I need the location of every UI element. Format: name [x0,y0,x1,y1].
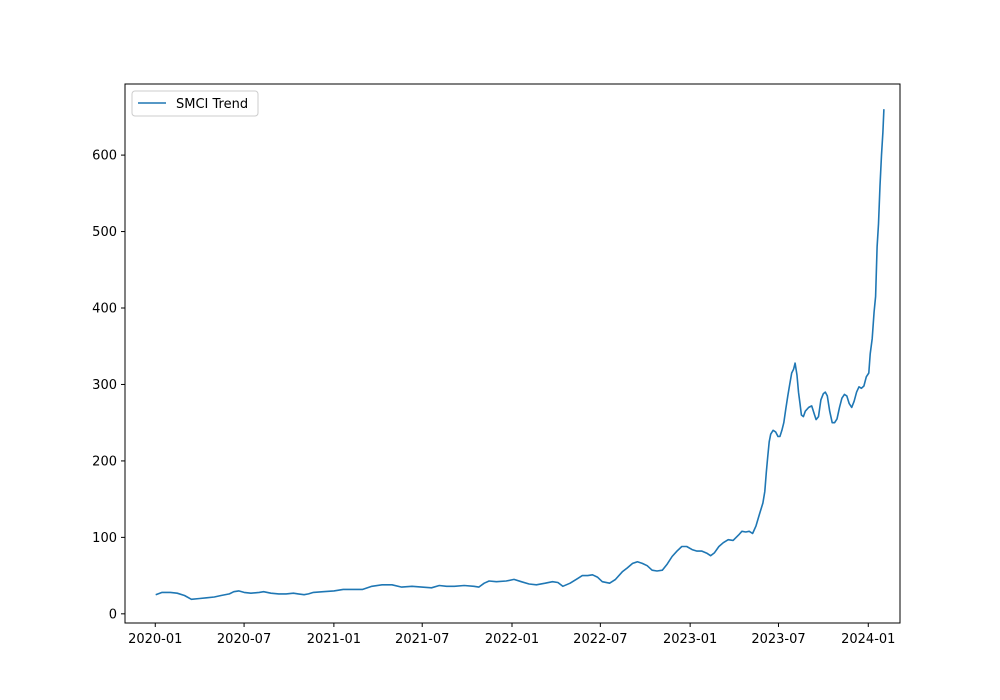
x-tick-label: 2020-07 [217,632,271,647]
y-axis: 0 100 200 300 400 500 600 [92,149,125,622]
y-tick-label: 100 [92,531,117,546]
y-tick-label: 400 [92,302,117,317]
x-tick-label: 2021-07 [395,632,449,647]
legend-box [131,90,259,117]
series-line-smci-trend [155,109,885,601]
y-tick-label: 0 [109,607,117,622]
legend: SMCI Trend [131,90,259,117]
x-tick-label: 2020-01 [128,632,182,647]
x-axis: 2020-01 2020-07 2021-01 2021-07 2022-01 2022-… [128,623,895,647]
y-tick-label: 300 [92,378,117,393]
legend-label: SMCI Trend [176,97,248,112]
y-tick-label: 200 [92,454,117,469]
x-tick-label: 2024-01 [841,632,895,647]
x-tick-label: 2022-07 [573,632,627,647]
y-tick-label: 500 [92,225,117,240]
x-tick-label: 2022-01 [485,632,539,647]
x-tick-label: 2023-01 [663,632,717,647]
x-tick-label: 2023-07 [751,632,805,647]
plot-frame [124,83,901,624]
x-tick-label: 2021-01 [307,632,361,647]
line-layer [155,109,885,601]
y-tick-label: 600 [92,149,117,164]
